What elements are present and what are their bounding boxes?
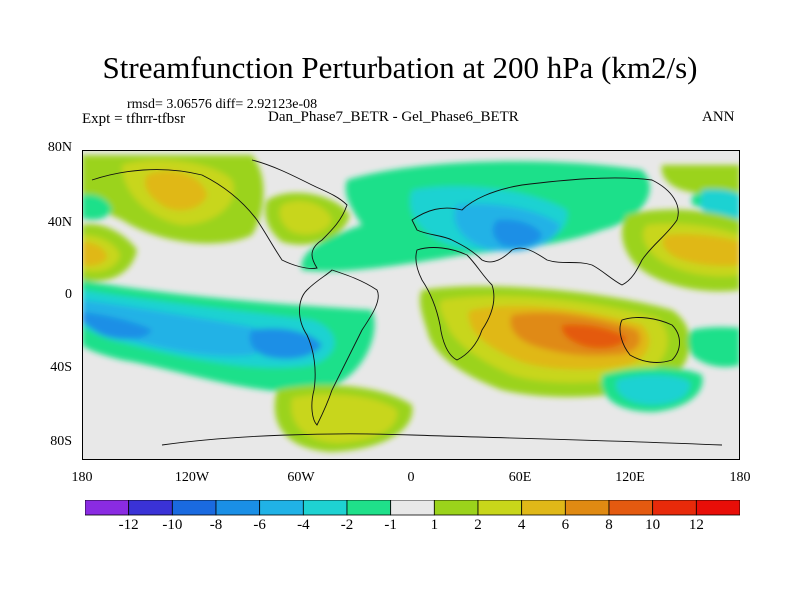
north-america-outline — [91, 159, 348, 269]
period-label: ANN — [702, 109, 735, 125]
colorbar-swatch — [171, 500, 217, 516]
colorbar-swatch — [215, 500, 261, 516]
x-tick-60e: 60E — [508, 470, 532, 485]
south-america-outline — [299, 269, 379, 426]
colorbar-swatch — [128, 500, 173, 516]
y-tick-40s: 40S — [50, 360, 72, 375]
x-tick-120w: 120W — [174, 470, 210, 485]
colorbar-label: 2 — [474, 517, 482, 533]
x-tick-180w: 180 — [71, 470, 93, 485]
cases-label: Dan_Phase7_BETR - Gel_Phase6_BETR — [268, 109, 519, 125]
colorbar-swatch — [433, 500, 479, 516]
colorbar-swatch — [390, 500, 435, 516]
x-tick-180e: 180 — [729, 470, 751, 485]
colorbar-label: -4 — [297, 517, 310, 533]
colorbar-label: 1 — [430, 517, 439, 533]
colorbar-label: -10 — [162, 517, 183, 533]
colorbar-label: 6 — [561, 517, 570, 533]
y-tick-80n: 80N — [47, 140, 72, 155]
colorbar-swatch — [346, 500, 392, 516]
colorbar-swatch — [521, 500, 566, 516]
colorbar-label: -8 — [209, 517, 223, 533]
colorbar-swatch — [85, 500, 130, 516]
colorbar-swatch — [564, 500, 610, 516]
colorbar-label: 8 — [605, 517, 613, 533]
x-tick-0: 0 — [407, 470, 415, 485]
colorbar-label: -6 — [253, 517, 266, 533]
map-frame — [82, 150, 740, 460]
colorbar — [85, 500, 740, 516]
colorbar-swatch — [608, 500, 654, 516]
y-tick-40n: 40N — [47, 215, 72, 230]
africa-outline — [415, 247, 495, 361]
x-tick-60w: 60W — [287, 470, 315, 485]
experiment-label: Expt = tfhrr-tfbsr — [82, 111, 186, 127]
y-tick-0: 0 — [65, 287, 72, 302]
colorbar-label: 12 — [688, 517, 704, 533]
colorbar-swatch — [477, 500, 523, 516]
colorbar-swatch — [259, 500, 304, 516]
eurasia-outline — [411, 177, 679, 286]
streamfunction-map — [82, 150, 740, 460]
y-tick-80s: 80S — [50, 434, 72, 449]
colorbar-swatch — [695, 500, 740, 516]
stats-label: rmsd= 3.06576 diff= 2.92123e-08 — [127, 97, 318, 112]
colorbar-swatch — [302, 500, 348, 516]
x-tick-120e: 120E — [615, 470, 645, 485]
colorbar-label: 4 — [517, 517, 526, 533]
contour-fields — [82, 155, 740, 452]
colorbar-label: -12 — [118, 517, 139, 533]
colorbar-label: -2 — [340, 517, 354, 533]
antarctica-outline — [161, 433, 723, 446]
colorbar-label: 10 — [645, 517, 661, 533]
australia-outline — [619, 317, 680, 363]
colorbar-label: -1 — [384, 517, 397, 533]
coastlines — [91, 159, 723, 446]
plot-title: Streamfunction Perturbation at 200 hPa (… — [102, 50, 698, 85]
colorbar-swatch — [652, 500, 697, 516]
